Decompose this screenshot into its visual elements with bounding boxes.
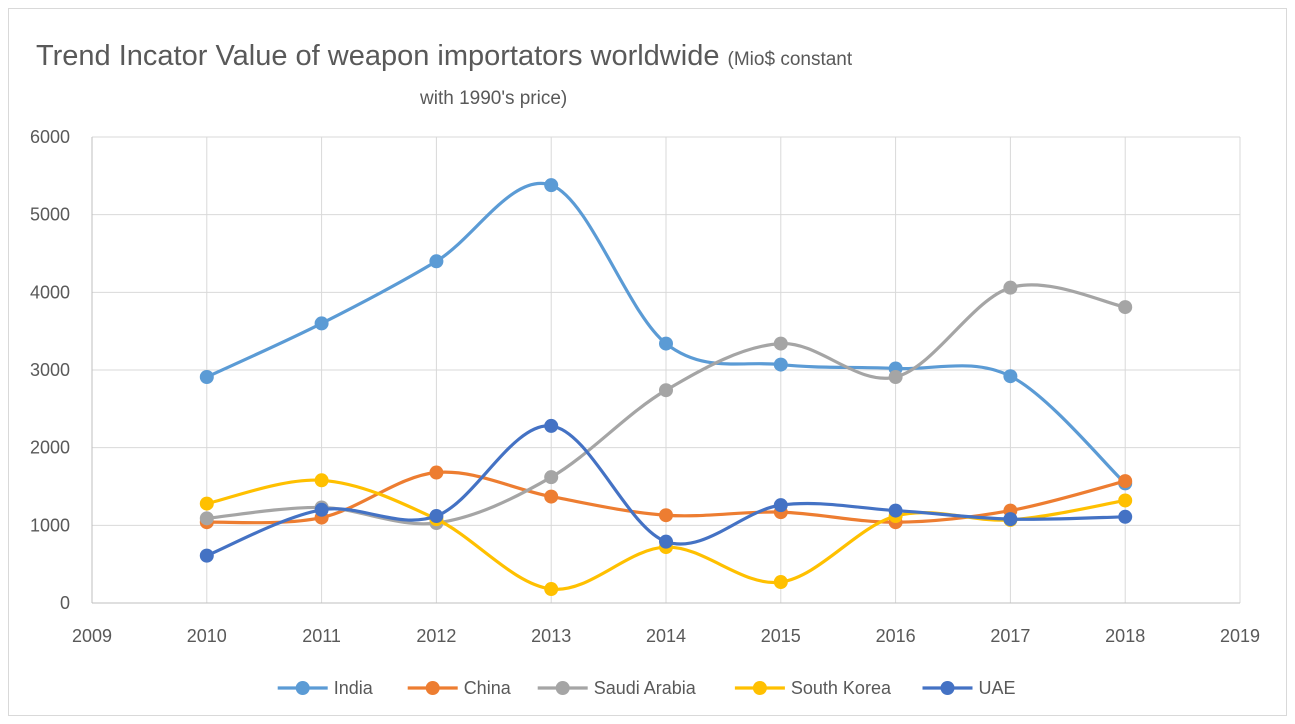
legend-swatch-marker — [555, 681, 570, 695]
y-tick-label: 1000 — [30, 515, 70, 535]
data-point-uae — [544, 418, 559, 433]
x-tick-label: 2012 — [416, 626, 456, 646]
x-tick-label: 2010 — [187, 626, 227, 646]
data-point-south-korea — [773, 575, 788, 590]
data-point-saudi-arabia — [1003, 280, 1018, 295]
legend-label: India — [334, 678, 374, 698]
data-point-china — [544, 489, 559, 504]
data-point-india — [773, 357, 788, 372]
y-tick-label: 5000 — [30, 205, 70, 225]
y-tick-label: 4000 — [30, 282, 70, 302]
axes — [91, 137, 1240, 604]
data-point-saudi-arabia — [773, 336, 788, 351]
data-point-saudi-arabia — [544, 470, 559, 485]
legend-label: China — [464, 678, 512, 698]
data-point-south-korea — [199, 496, 214, 511]
legend-item-uae: UAE — [922, 678, 1016, 698]
legend-swatch-marker — [295, 681, 310, 695]
chart-subtitle-part2: with 1990's price) — [420, 88, 568, 109]
data-point-uae — [429, 509, 444, 524]
data-point-uae — [199, 548, 214, 563]
data-point-uae — [1118, 509, 1133, 524]
series-line-india — [205, 181, 1127, 485]
data-point-china — [1118, 474, 1133, 489]
series-group — [199, 178, 1133, 597]
x-tick-label: 2016 — [876, 626, 916, 646]
data-point-uae — [888, 503, 903, 518]
x-tick-label: 2011 — [302, 626, 341, 646]
data-point-india — [1003, 369, 1018, 384]
chart-frame — [8, 8, 1287, 716]
x-tick-label: 2015 — [761, 626, 801, 646]
data-point-china — [659, 508, 673, 523]
data-point-china — [429, 465, 444, 480]
legend-label: South Korea — [791, 678, 892, 698]
y-tick-label: 3000 — [30, 360, 70, 380]
data-point-uae — [314, 502, 329, 517]
legend-item-saudi-arabia: Saudi Arabia — [537, 678, 697, 698]
data-point-india — [544, 178, 559, 193]
data-point-india — [429, 254, 444, 269]
data-point-south-korea — [544, 582, 559, 597]
data-point-saudi-arabia — [1118, 300, 1133, 315]
x-tick-label: 2009 — [72, 626, 112, 646]
grid-lines — [92, 136, 1241, 603]
legend-swatch-marker — [425, 681, 440, 695]
chart-title-text: Trend Incator Value of weapon importator… — [36, 40, 720, 72]
y-tick-label: 0 — [60, 593, 70, 613]
legend-swatch-marker — [752, 681, 767, 695]
legend-item-south-korea: South Korea — [734, 678, 892, 698]
x-tick-label: 2014 — [646, 626, 686, 646]
legend: India China Saudi Arabia South Korea UAE — [277, 678, 1016, 698]
chart-subtitle-part1: (Mio$ constant — [727, 49, 853, 70]
data-point-india — [199, 369, 214, 384]
x-tick-label: 2019 — [1220, 626, 1260, 646]
legend-label: UAE — [979, 678, 1016, 698]
data-point-uae — [659, 534, 673, 549]
data-point-south-korea — [1118, 493, 1133, 508]
y-tick-label: 6000 — [30, 127, 70, 147]
data-point-uae — [773, 498, 788, 513]
tick-labels: 0 1000 2000 3000 4000 5000 6000 2009 2010 2011 201… — [30, 127, 1260, 646]
data-point-south-korea — [314, 473, 329, 488]
chart-title: Trend Incator Value of weapon importator… — [36, 40, 852, 73]
data-point-saudi-arabia — [199, 511, 214, 526]
x-tick-label: 2013 — [531, 626, 571, 646]
data-point-india — [659, 336, 673, 351]
legend-item-china: China — [407, 678, 512, 698]
legend-label: Saudi Arabia — [594, 678, 697, 698]
data-point-uae — [1003, 512, 1018, 527]
series-line-uae — [205, 424, 1127, 558]
x-tick-label: 2017 — [990, 626, 1030, 646]
series-uae — [199, 418, 1133, 563]
y-tick-label: 2000 — [30, 438, 70, 458]
x-tick-label: 2018 — [1105, 626, 1145, 646]
data-point-saudi-arabia — [659, 383, 673, 398]
data-point-india — [314, 316, 329, 331]
data-point-saudi-arabia — [888, 369, 903, 384]
legend-item-india: India — [277, 678, 374, 698]
legend-swatch-marker — [940, 681, 955, 695]
